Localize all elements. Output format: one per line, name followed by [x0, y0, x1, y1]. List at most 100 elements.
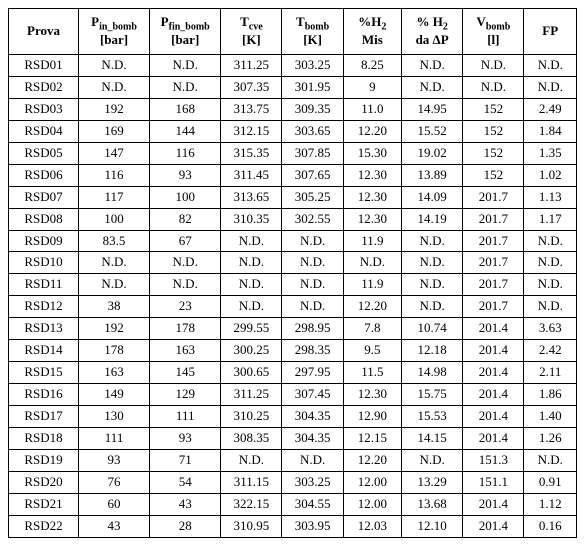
data-cell: N.D. — [78, 252, 149, 274]
data-cell: N.D. — [524, 252, 577, 274]
data-cell: N.D. — [524, 449, 577, 471]
data-cell: 201.4 — [463, 384, 524, 406]
col-v-bomb: Vbomb [l] — [463, 9, 524, 55]
data-cell: 307.35 — [221, 76, 282, 98]
header-label: % H2 — [404, 15, 460, 33]
data-cell: 71 — [150, 449, 221, 471]
row-label-cell: RSD11 — [9, 274, 79, 296]
table-row: RSD17130111310.25304.3512.9015.53201.41.… — [9, 406, 577, 428]
header-unit: da ΔP — [404, 33, 460, 48]
data-cell: N.D. — [282, 252, 343, 274]
table-row: RSD03192168313.75309.3511.014.951522.49 — [9, 98, 577, 120]
header-unit: [K] — [223, 33, 279, 48]
row-label-cell: RSD01 — [9, 55, 79, 77]
data-cell: 178 — [78, 340, 149, 362]
table-row: RSD224328310.95303.9512.0312.10201.40.16 — [9, 515, 577, 537]
data-cell: 168 — [150, 98, 221, 120]
data-cell: 15.30 — [343, 142, 401, 164]
table-row: RSD07117100313.65305.2512.3014.09201.71.… — [9, 186, 577, 208]
data-cell: 149 — [78, 384, 149, 406]
data-cell: N.D. — [402, 230, 463, 252]
table-row: RSD11N.D.N.D.N.D.N.D.11.9N.D.201.7N.D. — [9, 274, 577, 296]
data-cell: N.D. — [282, 230, 343, 252]
row-label-cell: RSD09 — [9, 230, 79, 252]
data-cell: 201.7 — [463, 186, 524, 208]
header-label: Tbomb — [284, 15, 340, 33]
data-cell: 12.20 — [343, 120, 401, 142]
data-cell: N.D. — [402, 76, 463, 98]
data-cell: 201.7 — [463, 274, 524, 296]
data-table: Prova Pin_bomb [bar] Pfin_bomb [bar] Tcv… — [8, 8, 577, 538]
col-h2-dp: % H2 da ΔP — [402, 9, 463, 55]
data-cell: 303.25 — [282, 471, 343, 493]
data-cell: 304.35 — [282, 406, 343, 428]
data-cell: 298.35 — [282, 340, 343, 362]
data-cell: 201.7 — [463, 296, 524, 318]
data-cell: N.D. — [78, 274, 149, 296]
data-cell: 13.89 — [402, 164, 463, 186]
data-cell: 14.95 — [402, 98, 463, 120]
data-cell: 311.15 — [221, 471, 282, 493]
row-label-cell: RSD03 — [9, 98, 79, 120]
data-cell: 83.5 — [78, 230, 149, 252]
data-cell: 298.95 — [282, 318, 343, 340]
data-cell: 144 — [150, 120, 221, 142]
data-cell: 12.15 — [343, 427, 401, 449]
data-cell: 308.35 — [221, 427, 282, 449]
data-cell: N.D. — [463, 55, 524, 77]
data-cell: 3.63 — [524, 318, 577, 340]
header-unit: [K] — [284, 33, 340, 48]
data-cell: 201.7 — [463, 230, 524, 252]
data-cell: N.D. — [402, 274, 463, 296]
data-cell: N.D. — [524, 274, 577, 296]
data-cell: 178 — [150, 318, 221, 340]
row-label-cell: RSD02 — [9, 76, 79, 98]
data-cell: 301.95 — [282, 76, 343, 98]
data-cell: 60 — [78, 493, 149, 515]
header-label: Pin_bomb — [81, 15, 147, 33]
data-cell: 307.65 — [282, 164, 343, 186]
data-cell: 310.25 — [221, 406, 282, 428]
header-unit: [l] — [465, 33, 521, 48]
data-cell: 12.20 — [343, 296, 401, 318]
col-fp: FP — [524, 9, 577, 55]
data-cell: 2.49 — [524, 98, 577, 120]
data-cell: 43 — [78, 515, 149, 537]
data-cell: 307.85 — [282, 142, 343, 164]
data-cell: 13.68 — [402, 493, 463, 515]
data-cell: 28 — [150, 515, 221, 537]
data-cell: 93 — [150, 427, 221, 449]
table-row: RSD0810082310.35302.5512.3014.19201.71.1… — [9, 208, 577, 230]
data-cell: 311.25 — [221, 384, 282, 406]
data-cell: 11.9 — [343, 230, 401, 252]
data-cell: N.D. — [150, 252, 221, 274]
data-cell: 192 — [78, 318, 149, 340]
data-cell: 145 — [150, 362, 221, 384]
data-cell: 152 — [463, 98, 524, 120]
data-cell: 11.0 — [343, 98, 401, 120]
data-cell: N.D. — [402, 449, 463, 471]
data-cell: 130 — [78, 406, 149, 428]
row-label-cell: RSD22 — [9, 515, 79, 537]
table-head: Prova Pin_bomb [bar] Pfin_bomb [bar] Tcv… — [9, 9, 577, 55]
data-cell: 201.4 — [463, 340, 524, 362]
data-cell: 201.7 — [463, 252, 524, 274]
data-cell: 304.35 — [282, 427, 343, 449]
data-cell: N.D. — [402, 55, 463, 77]
data-cell: 11.5 — [343, 362, 401, 384]
data-cell: 14.09 — [402, 186, 463, 208]
data-cell: 14.98 — [402, 362, 463, 384]
header-unit: [bar] — [81, 33, 147, 48]
row-label-cell: RSD12 — [9, 296, 79, 318]
data-cell: 23 — [150, 296, 221, 318]
table-row: RSD15163145300.65297.9511.514.98201.42.1… — [9, 362, 577, 384]
col-p-fin-bomb: Pfin_bomb [bar] — [150, 9, 221, 55]
header-label: Pfin_bomb — [152, 15, 218, 33]
data-cell: 129 — [150, 384, 221, 406]
data-cell: N.D. — [343, 252, 401, 274]
data-cell: 304.55 — [282, 493, 343, 515]
data-cell: 12.10 — [402, 515, 463, 537]
col-prova: Prova — [9, 9, 79, 55]
data-cell: 151.3 — [463, 449, 524, 471]
data-cell: 12.90 — [343, 406, 401, 428]
